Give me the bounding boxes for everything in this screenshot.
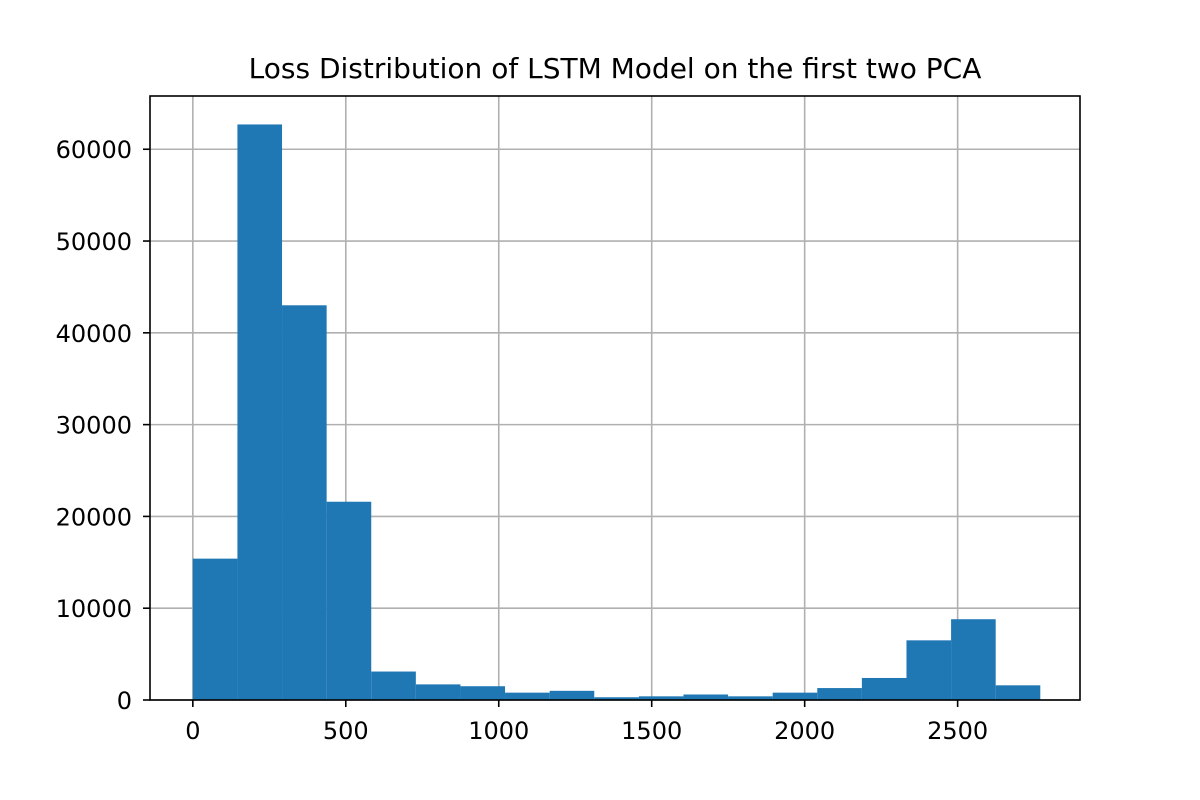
histogram-bar: [772, 692, 818, 700]
x-tick-label: 2500: [927, 717, 988, 745]
histogram-bar: [951, 619, 996, 700]
x-tick-label: 500: [323, 717, 369, 745]
y-axis: 0 10000 20000 30000 40000 50000 60000: [56, 136, 150, 715]
histogram-bar: [995, 685, 1041, 700]
histogram-bar: [282, 305, 327, 700]
histogram-bar: [906, 640, 952, 700]
histogram-bar: [460, 686, 506, 700]
histogram-bar: [683, 694, 729, 700]
histogram-bar: [415, 684, 461, 700]
axes-frame: [149, 95, 1081, 701]
y-tick-label: 0: [117, 687, 132, 715]
histogram-bar: [861, 677, 907, 700]
chart-title: Loss Distribution of LSTM Model on the f…: [249, 52, 982, 85]
x-tick-label: 0: [185, 717, 200, 745]
y-tick-label: 20000: [56, 503, 132, 531]
y-tick-label: 40000: [56, 320, 132, 348]
y-tick-label: 50000: [56, 228, 132, 256]
histogram-bar: [817, 688, 862, 700]
y-tick-label: 60000: [56, 136, 132, 164]
x-axis: 0 500 1000 1500 2000 2500: [185, 700, 988, 745]
histogram-bar: [326, 501, 372, 700]
histogram-bar: [728, 696, 773, 700]
x-tick-label: 2000: [774, 717, 835, 745]
histogram-bar: [505, 692, 550, 700]
histogram-bar: [594, 697, 639, 700]
x-tick-label: 1000: [468, 717, 529, 745]
y-tick-label: 10000: [56, 595, 132, 623]
bars-layer: [192, 124, 1041, 700]
histogram-bar: [638, 696, 684, 700]
x-tick-label: 1500: [621, 717, 682, 745]
histogram-bar: [549, 690, 595, 700]
histogram-bar: [371, 671, 416, 700]
y-tick-label: 30000: [56, 412, 132, 440]
histogram-bar: [237, 124, 283, 700]
histogram-bar: [192, 558, 238, 700]
